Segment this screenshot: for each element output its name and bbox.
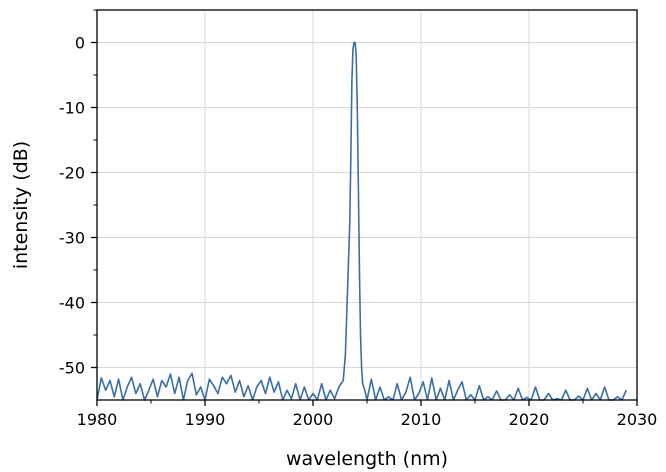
y-tick-label: -50 [59,359,85,378]
x-axis-label: wavelength (nm) [286,448,448,470]
x-tick-label: 2010 [401,410,442,429]
plot-frame [96,9,638,401]
x-tick-label: 2030 [617,410,658,429]
y-tick-label: 0 [75,34,85,53]
x-tick-label: 1980 [77,410,118,429]
y-tick-label: -30 [59,229,85,248]
axes-frame [96,9,638,401]
spectrum-series-line [96,41,627,401]
x-tick-label: 2020 [509,410,550,429]
x-tick-label: 2000 [293,410,334,429]
grid [96,10,638,400]
plot-area [96,41,627,401]
x-tick-label: 1990 [185,410,226,429]
ticks: 1980 1990 2000 2010 2020 2030 0 -10 -20 -30 -40 -50 [59,9,658,429]
y-axis-label: intensity (dB) [10,141,32,269]
y-tick-label: -20 [59,164,85,183]
y-tick-label: -40 [59,294,85,313]
y-tick-label: -10 [59,99,85,118]
